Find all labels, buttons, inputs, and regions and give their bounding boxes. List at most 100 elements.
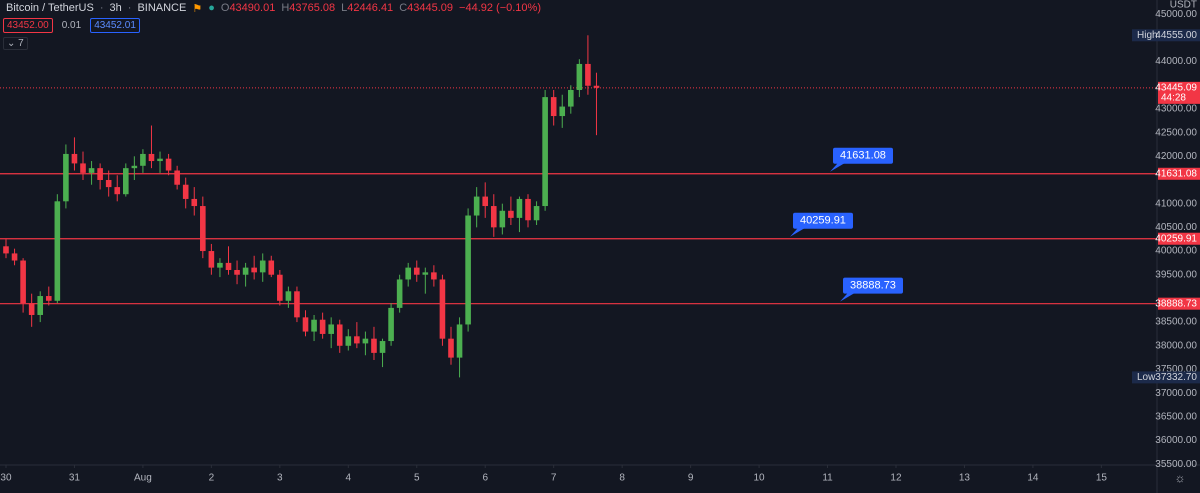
x-tick-label: 30 [0, 473, 12, 484]
symbol[interactable]: Bitcoin / TetherUS [6, 2, 94, 14]
header: Bitcoin / TetherUS · 3h · BINANCE ⚑ ● O434… [6, 2, 541, 15]
candle-body [567, 89, 574, 107]
price-label: 43445.09 [1155, 83, 1197, 94]
candle-body [328, 324, 334, 334]
candle-body [465, 215, 471, 325]
candle-body [525, 198, 531, 221]
indicator-toggle[interactable]: ⌄ 7 [3, 37, 28, 50]
candle-body [371, 338, 377, 353]
x-tick-label: 6 [482, 473, 488, 484]
status-dot: ● [208, 2, 215, 14]
candle-body [97, 168, 103, 180]
y-tick-label: 41000.00 [1155, 198, 1197, 209]
candle-body [63, 153, 69, 202]
candle-body [345, 336, 352, 346]
candle-body [191, 198, 198, 207]
y-tick-label: 37000.00 [1155, 388, 1197, 399]
x-tick-label: 15 [1096, 473, 1108, 484]
candle-body [396, 279, 403, 308]
y-tick-label: 42500.00 [1155, 127, 1197, 138]
y-tick-label: 40500.00 [1155, 222, 1197, 233]
exchange: BINANCE [137, 2, 187, 14]
candle-body [422, 272, 429, 275]
flag-icon[interactable]: ⚑ [192, 2, 203, 15]
marker-name: Low [1137, 372, 1156, 383]
ohlc-letter: L [341, 2, 348, 14]
candle-body [311, 319, 317, 332]
callout-text: 40259.91 [800, 215, 846, 227]
candle-body [140, 153, 146, 166]
candle-body [225, 262, 232, 270]
candle-body [593, 85, 600, 88]
level-axis-label-bg [1158, 167, 1200, 180]
level-axis-label-bg [1158, 297, 1200, 310]
callout-text: 38888.73 [850, 280, 896, 292]
ohlc-letter: C [399, 2, 408, 14]
candle-body [208, 251, 215, 268]
callout-box [793, 212, 853, 229]
candle-body [28, 303, 35, 315]
candle-body [362, 338, 369, 344]
candle-body [405, 267, 412, 280]
candle-body [533, 206, 540, 221]
candle-body [516, 198, 523, 218]
candle-body [148, 153, 155, 162]
y-tick-label: 44000.00 [1155, 56, 1197, 67]
sell-button[interactable]: 43452.00 [3, 18, 53, 33]
x-tick-label: Aug [134, 473, 152, 484]
high-value: 43765.08 [289, 2, 336, 14]
candle-body [559, 106, 566, 117]
candle-body [37, 296, 44, 315]
candle-body [319, 319, 326, 334]
candle-body [54, 201, 61, 301]
candle-body [157, 158, 163, 162]
candle-body [165, 158, 172, 171]
indicator-count: 7 [18, 38, 24, 49]
x-tick-label: 3 [277, 473, 283, 484]
candle-body [20, 260, 26, 304]
close-value: 43445.09 [407, 2, 454, 14]
ohlc-letter: H [281, 2, 290, 14]
axis-unit: USDT [1170, 0, 1197, 11]
candle-body [550, 97, 557, 117]
x-tick-label: 13 [959, 473, 971, 484]
candle-body [302, 317, 309, 332]
settings-icon: ☼ [1175, 471, 1186, 485]
y-tick-label: 40000.00 [1155, 246, 1197, 257]
candle-body [80, 163, 86, 173]
spread: 0.01 [61, 20, 82, 31]
candle-body [277, 274, 283, 301]
candle-body [174, 170, 180, 185]
x-tick-label: 4 [346, 473, 352, 484]
interval[interactable]: 3h [109, 2, 122, 14]
x-tick-label: 2 [209, 473, 215, 484]
candle-body [11, 253, 18, 261]
candle-body [413, 267, 420, 275]
low-value: 42446.41 [347, 2, 394, 14]
candle-body [490, 206, 497, 228]
candle-body [508, 210, 514, 218]
candle-body [388, 307, 394, 342]
x-tick-label: 8 [619, 473, 625, 484]
x-tick-label: 12 [890, 473, 902, 484]
level-axis-label: 40259.91 [1155, 233, 1197, 244]
level-axis-label: 38888.73 [1155, 298, 1197, 309]
candle-body [336, 324, 343, 346]
callout-box [833, 147, 893, 164]
candle-body [585, 63, 591, 86]
candle-body [285, 291, 292, 301]
level-axis-label-bg [1158, 232, 1200, 245]
candle-body [576, 63, 583, 90]
y-tick-label: 35500.00 [1155, 459, 1197, 470]
marker-value: 44555.00 [1155, 30, 1197, 41]
candle-body [251, 267, 257, 273]
x-tick-label: 14 [1027, 473, 1039, 484]
x-tick-label: 9 [688, 473, 694, 484]
candle-body [122, 168, 129, 195]
callout-tail [790, 226, 807, 237]
candle-body [482, 196, 489, 207]
buy-button[interactable]: 43452.01 [90, 18, 140, 33]
change: −44.92 (−0.10%) [459, 2, 541, 14]
open-value: 43490.01 [229, 2, 276, 14]
